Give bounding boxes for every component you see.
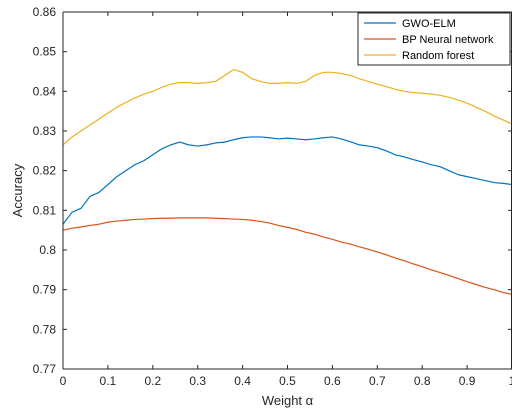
y-tick-label: 0.86 xyxy=(33,5,57,19)
y-tick-label: 0.77 xyxy=(33,362,57,376)
x-tick-label: 0 xyxy=(60,374,67,388)
y-tick-label: 0.83 xyxy=(33,124,57,138)
y-tick-label: 0.79 xyxy=(33,283,57,297)
x-tick-label: 0.2 xyxy=(144,374,161,388)
ticks-layer: 0 0.1 0.2 0.3 0.4 0.5 0.6 0.7 0.8 0.9 1 0.77 0.78 0.7… xyxy=(33,5,512,388)
x-tick-label: 0.6 xyxy=(324,374,341,388)
x-tick-label: 0.9 xyxy=(459,374,476,388)
y-tick-label: 0.82 xyxy=(33,164,57,178)
series-line-random-forest xyxy=(62,68,512,146)
x-tick-label: 0.1 xyxy=(100,374,117,388)
plot-area xyxy=(63,12,512,369)
series-layer xyxy=(62,68,512,296)
x-tick-label: 0.5 xyxy=(279,374,296,388)
y-tick-label: 0.81 xyxy=(33,203,57,217)
y-tick-label: 0.85 xyxy=(33,45,57,59)
x-tick-label: 0.4 xyxy=(234,374,251,388)
y-tick-label: 0.8 xyxy=(39,243,56,257)
y-tick-label: 0.78 xyxy=(33,322,57,336)
x-tick-label: 0.7 xyxy=(369,374,386,388)
legend-label: GWO-ELM xyxy=(402,18,456,30)
y-tick-label: 0.84 xyxy=(33,84,57,98)
x-tick-label: 0.8 xyxy=(414,374,431,388)
y-axis-label: Accuracy xyxy=(10,163,25,217)
legend-label: Random forest xyxy=(402,50,474,62)
legend: GWO-ELM BP Neural network Random forest xyxy=(357,12,511,66)
plot-background xyxy=(63,12,512,369)
series-line-bp-neural-network xyxy=(62,217,512,296)
x-tick-label: 0.3 xyxy=(189,374,206,388)
x-axis-label: Weight α xyxy=(262,393,314,408)
x-tick-label: 1 xyxy=(509,374,512,388)
series-line-gwo-elm xyxy=(62,136,512,225)
legend-label: BP Neural network xyxy=(402,34,494,46)
